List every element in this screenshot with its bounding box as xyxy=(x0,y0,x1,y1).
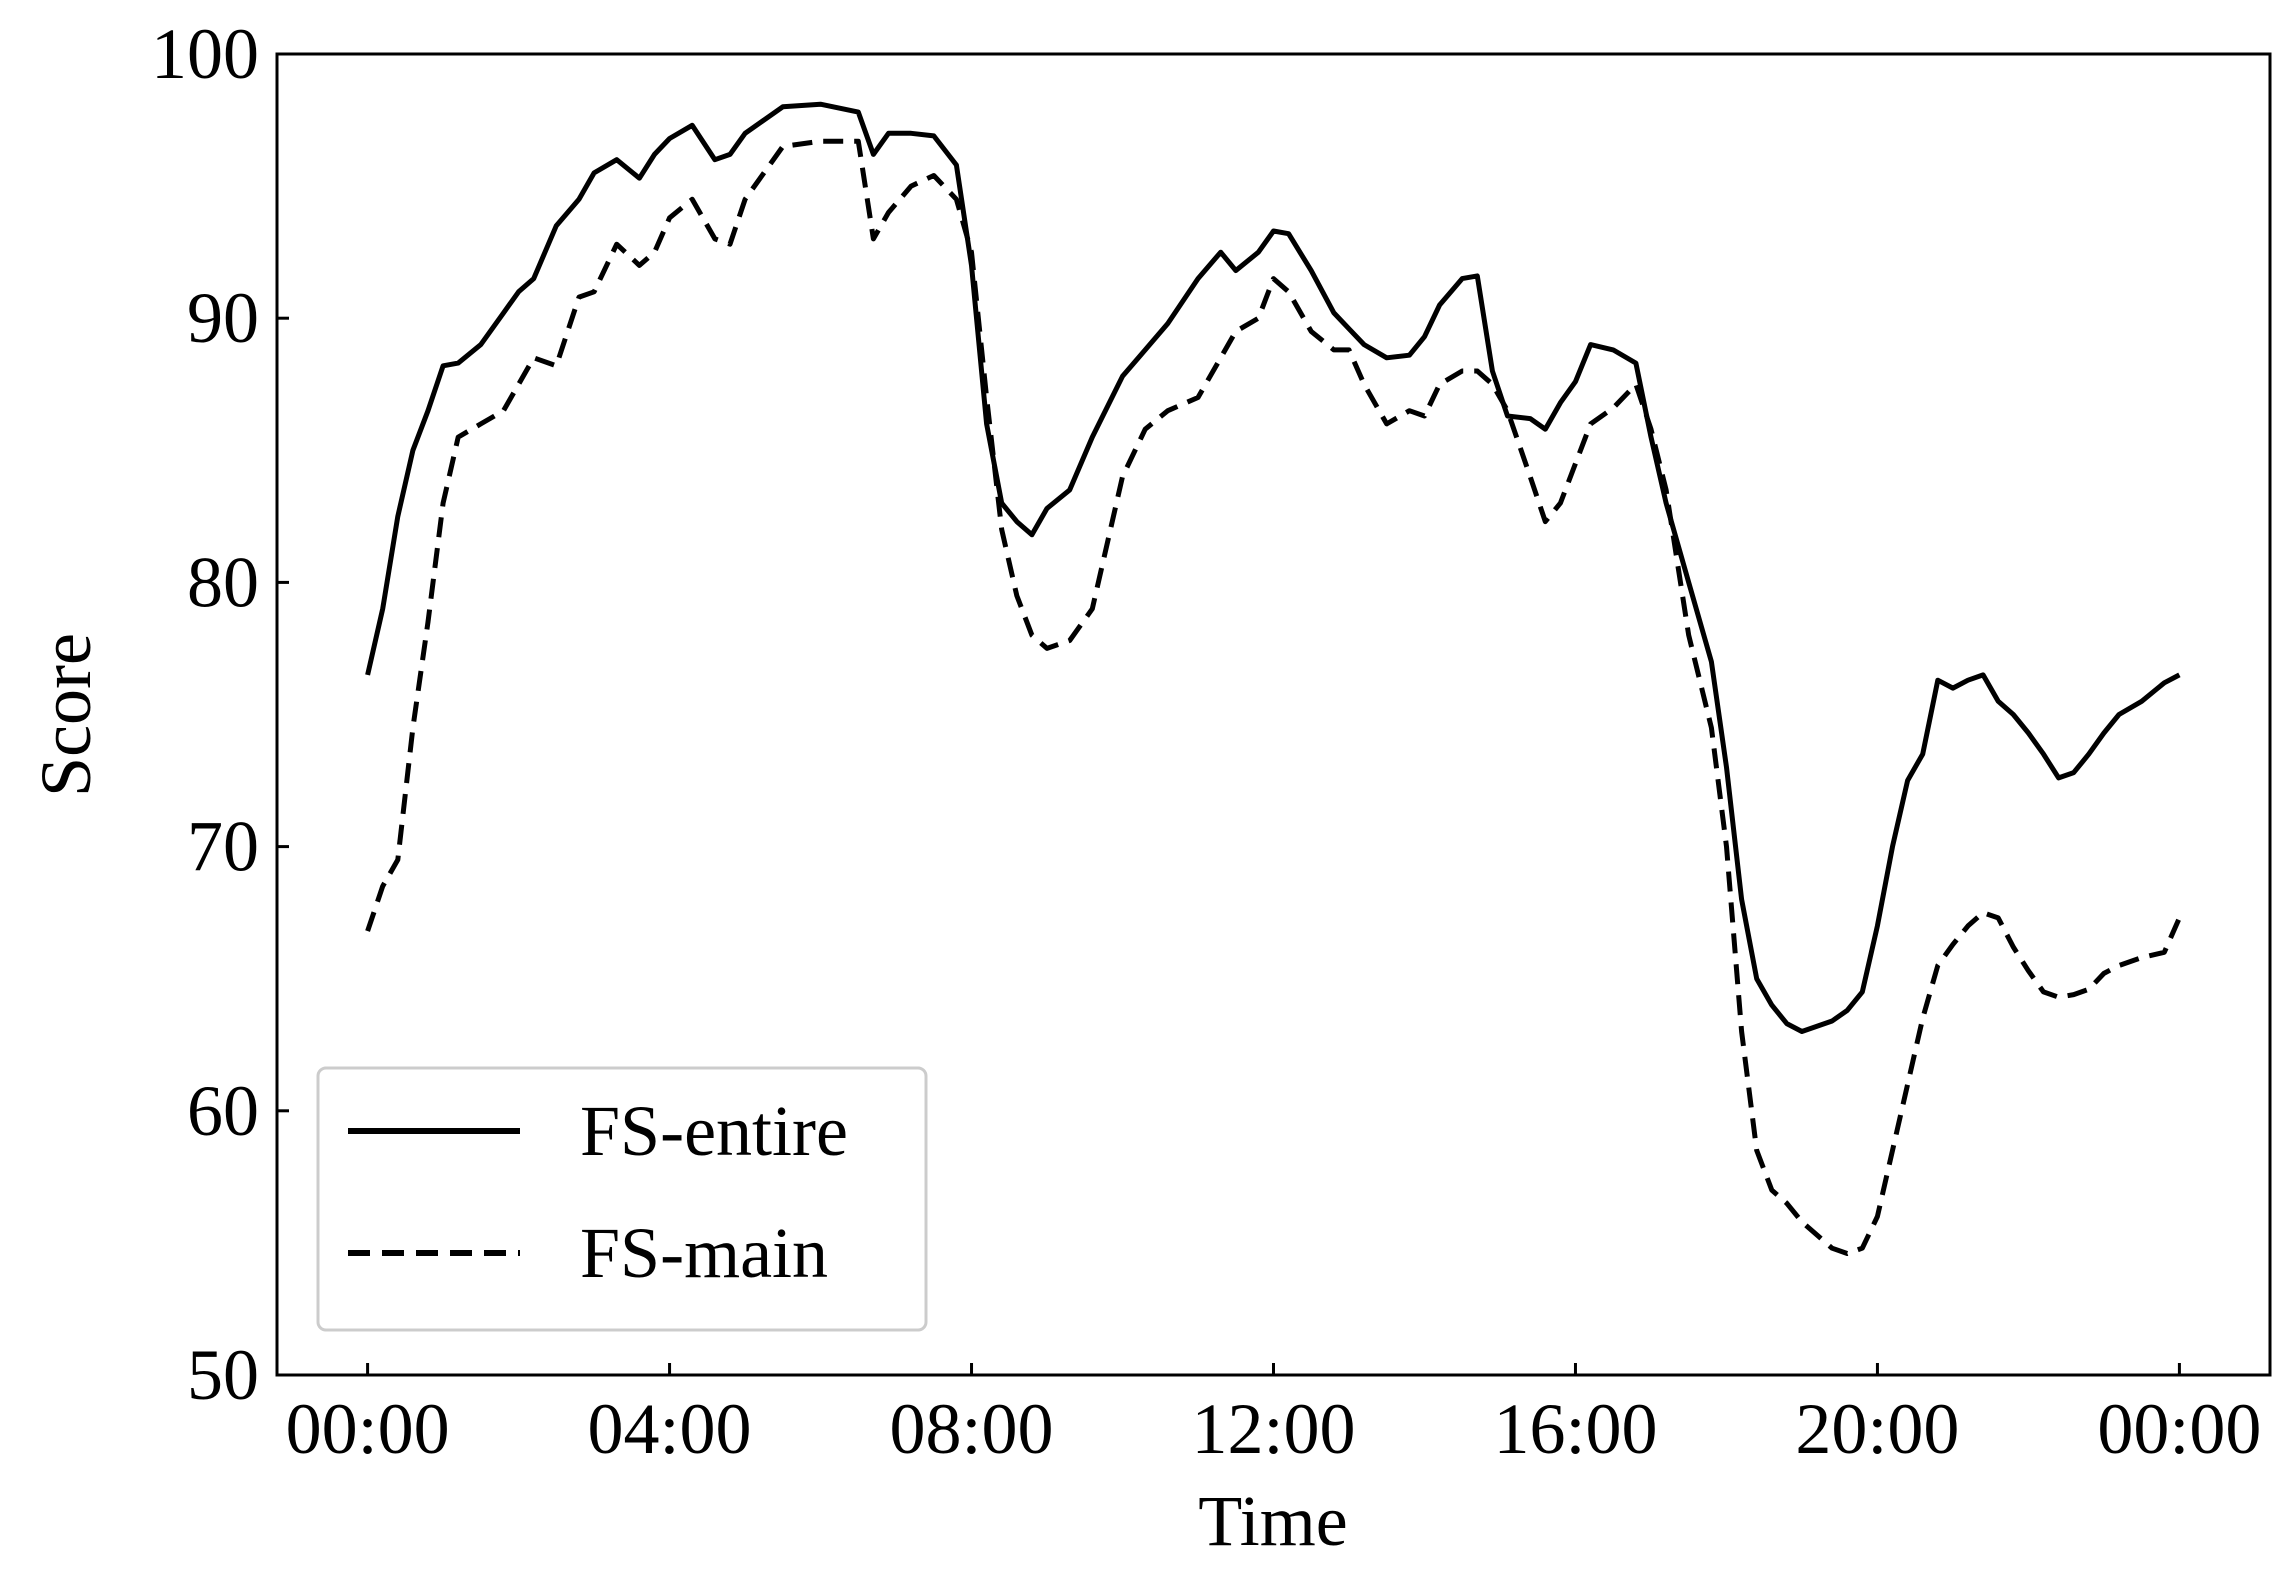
x-tick-label: 08:00 xyxy=(890,1389,1054,1469)
y-axis-ticks: 50 60 70 80 90 100 xyxy=(151,14,289,1415)
x-tick-label: 04:00 xyxy=(588,1389,752,1469)
x-tick-label: 00:00 xyxy=(2097,1389,2261,1469)
x-axis-label: Time xyxy=(1198,1481,1347,1561)
x-tick-label: 16:00 xyxy=(1493,1389,1657,1469)
y-tick-label: 50 xyxy=(187,1335,259,1415)
series-line-fs-main xyxy=(365,138,2182,1256)
x-axis-ticks: 00:00 04:00 08:00 12:00 16:00 20:00 00:00 xyxy=(286,1363,2261,1469)
x-tick-label: 20:00 xyxy=(1795,1389,1959,1469)
y-tick-label: 100 xyxy=(151,14,259,94)
y-tick-label: 70 xyxy=(187,807,259,887)
y-tick-label: 90 xyxy=(187,278,259,358)
plot-area-frame xyxy=(275,52,2272,1377)
legend-label-fs-entire: FS-entire xyxy=(580,1091,848,1171)
y-tick-label: 60 xyxy=(187,1071,259,1151)
series-line-fs-entire xyxy=(365,101,2181,1034)
legend: FS-entire FS-main xyxy=(316,1066,928,1332)
x-tick-label: 12:00 xyxy=(1191,1389,1355,1469)
legend-label-fs-main: FS-main xyxy=(580,1213,828,1293)
y-tick-label: 80 xyxy=(187,542,259,622)
x-tick-label: 00:00 xyxy=(286,1389,450,1469)
plot-lines xyxy=(365,101,2182,1256)
y-axis-label: Score xyxy=(26,633,106,797)
